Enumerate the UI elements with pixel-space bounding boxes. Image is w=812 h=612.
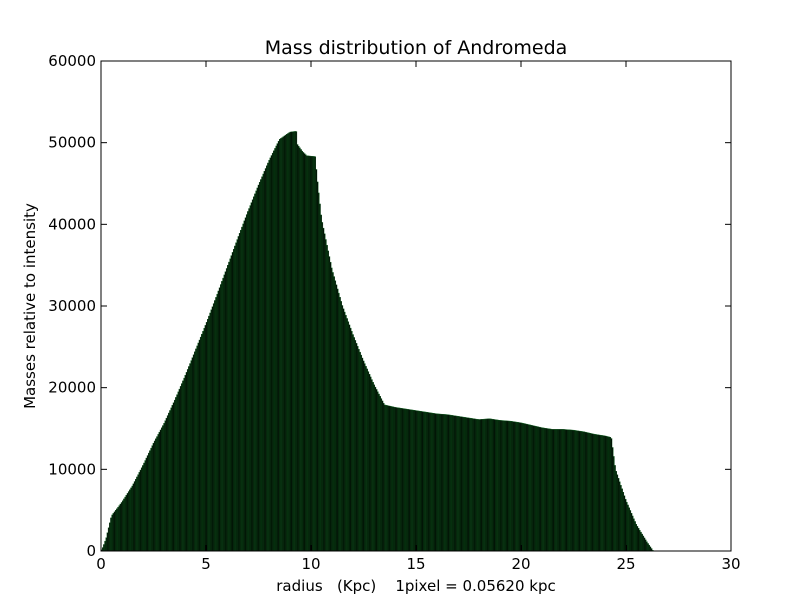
y-tick-label: 60000 (48, 52, 96, 70)
x-tick-label: 0 (96, 555, 106, 573)
x-tick-label: 30 (721, 555, 740, 573)
y-axis-label: Masses relative to intensity (21, 203, 39, 409)
x-tick-label: 20 (511, 555, 530, 573)
y-tick-label: 50000 (48, 134, 96, 152)
x-tick-label: 15 (406, 555, 425, 573)
x-tick-label: 10 (301, 555, 320, 573)
y-tick-label: 0 (86, 542, 96, 560)
ticks-group: 0 5 10 15 20 25 30 0 10000 20000 30000 40000 50000 60… (48, 52, 740, 573)
x-axis-label: radius (Kpc) 1pixel = 0.05620 kpc (276, 577, 555, 595)
y-tick-label: 30000 (48, 297, 96, 315)
y-tick-label: 40000 (48, 215, 96, 233)
bars-group (100, 131, 654, 552)
x-tick-label: 25 (616, 555, 635, 573)
y-tick-label: 20000 (48, 379, 96, 397)
chart-title: Mass distribution of Andromeda (265, 37, 568, 59)
x-tick-label: 5 (201, 555, 211, 573)
y-tick-label: 10000 (48, 460, 96, 478)
